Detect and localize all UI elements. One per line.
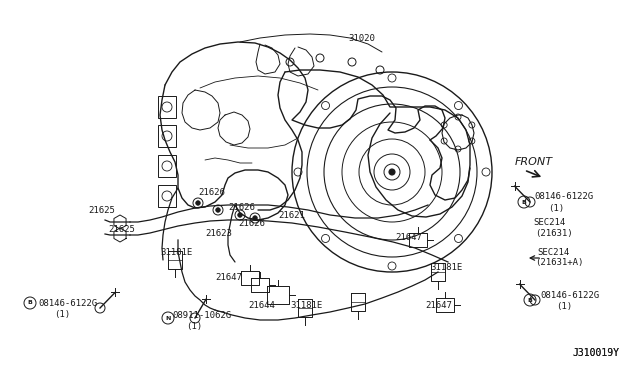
Circle shape [216,208,220,212]
Text: J310019Y: J310019Y [572,348,619,358]
Text: J310019Y: J310019Y [572,348,619,358]
Text: 21625: 21625 [88,205,115,215]
Text: N: N [165,315,171,321]
Text: 08911-1062G: 08911-1062G [172,311,231,320]
Text: (21631): (21631) [535,228,573,237]
Text: 21625: 21625 [108,224,135,234]
Circle shape [389,169,395,175]
Text: B: B [522,199,527,205]
Text: (1): (1) [54,311,70,320]
Text: 21626: 21626 [228,202,255,212]
Text: B: B [28,301,33,305]
Circle shape [237,213,243,217]
Text: (1): (1) [548,203,564,212]
Text: FRONT: FRONT [515,157,553,167]
Text: 08146-6122G: 08146-6122G [534,192,593,201]
Text: 21623: 21623 [205,228,232,237]
Text: 31181E: 31181E [160,247,192,257]
Text: B: B [527,298,532,302]
Text: 31020: 31020 [348,33,375,42]
Text: 21647: 21647 [425,301,452,310]
Text: 21647: 21647 [395,232,422,241]
Text: 31181E: 31181E [290,301,323,310]
Text: 21626: 21626 [198,187,225,196]
Text: (1): (1) [186,323,202,331]
Text: 21626: 21626 [238,218,265,228]
Circle shape [196,201,200,205]
Text: 08146-6122G: 08146-6122G [38,298,97,308]
Text: SEC214: SEC214 [537,247,569,257]
Text: 21621: 21621 [278,211,305,219]
Circle shape [253,216,257,220]
Text: 21647: 21647 [215,273,242,282]
Text: (21631+A): (21631+A) [535,259,584,267]
Text: 08146-6122G: 08146-6122G [540,291,599,299]
Text: 31181E: 31181E [430,263,462,273]
Text: (1): (1) [556,302,572,311]
Text: 21644: 21644 [248,301,275,311]
Text: SEC214: SEC214 [533,218,565,227]
